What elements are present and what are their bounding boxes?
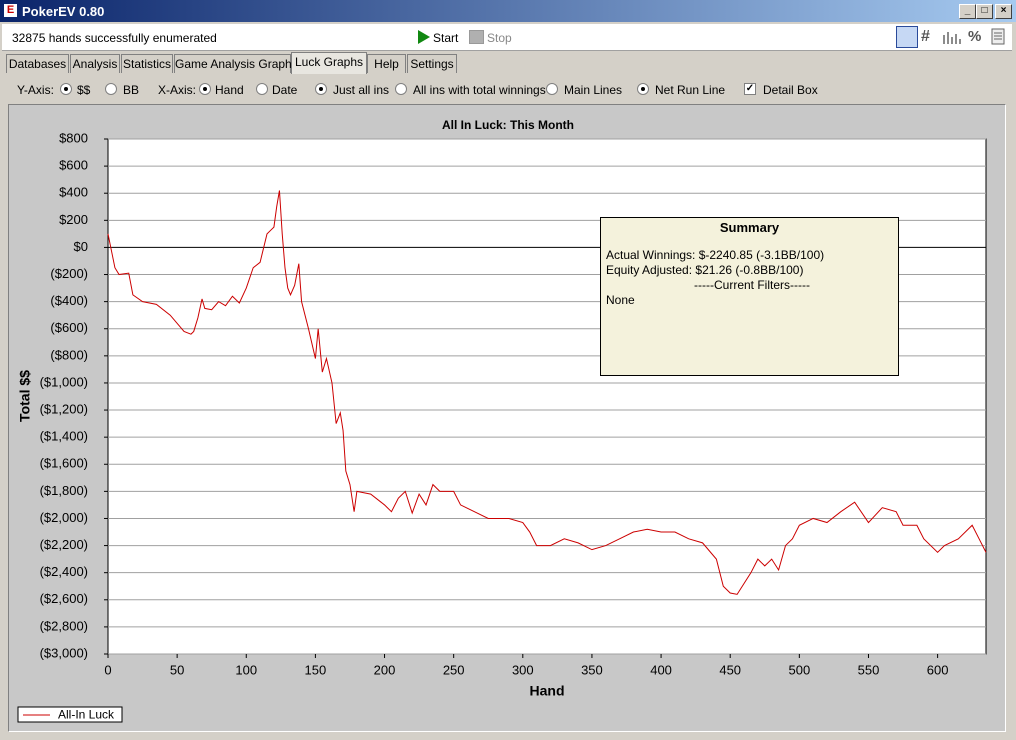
option-label[interactable]: Just all ins bbox=[333, 83, 390, 97]
radio-button[interactable] bbox=[60, 83, 72, 95]
tab[interactable]: Game Analysis Graphs bbox=[174, 54, 298, 73]
list-view-button[interactable] bbox=[991, 28, 1005, 45]
toolbar bbox=[2, 24, 1012, 51]
tab[interactable]: Luck Graphs bbox=[291, 52, 367, 74]
graph-view-button[interactable] bbox=[896, 26, 918, 48]
start-button[interactable]: Start bbox=[433, 31, 459, 45]
radio-button[interactable] bbox=[546, 83, 558, 95]
tab[interactable]: Help bbox=[367, 54, 406, 73]
minimize-button[interactable]: _ bbox=[959, 4, 976, 19]
summary-line: Actual Winnings: $-2240.85 (-3.1BB/100) bbox=[606, 248, 825, 262]
radio-button[interactable] bbox=[105, 83, 117, 95]
radio-button[interactable] bbox=[256, 83, 268, 95]
start-icon[interactable] bbox=[417, 30, 431, 44]
x-axis-label: X-Axis: bbox=[158, 83, 197, 97]
grid-view-button[interactable]: # bbox=[921, 28, 930, 45]
checkbox[interactable]: ✓ bbox=[744, 83, 756, 95]
stop-icon[interactable] bbox=[469, 30, 484, 44]
option-label[interactable]: Detail Box bbox=[763, 83, 818, 97]
summary-line: None bbox=[606, 293, 635, 307]
option-label[interactable]: Net Run Line bbox=[655, 83, 726, 97]
tab[interactable]: Analysis bbox=[70, 54, 120, 73]
close-button[interactable]: × bbox=[995, 4, 1012, 19]
app-icon: E bbox=[4, 4, 17, 17]
tab[interactable]: Databases bbox=[6, 54, 69, 73]
radio-button[interactable] bbox=[395, 83, 407, 95]
chart-panel bbox=[8, 104, 1006, 732]
summary-title: Summary bbox=[719, 220, 780, 235]
option-label[interactable]: Main Lines bbox=[564, 83, 623, 97]
y-axis-label: Y-Axis: bbox=[17, 83, 54, 97]
radio-button[interactable] bbox=[199, 83, 211, 95]
option-label[interactable]: Hand bbox=[215, 83, 244, 97]
status-text: 32875 hands successfully enumerated bbox=[12, 31, 217, 45]
option-label[interactable]: All ins with total winnings bbox=[413, 83, 546, 97]
percent-button[interactable]: % bbox=[968, 28, 982, 45]
option-label[interactable]: Date bbox=[272, 83, 298, 97]
stop-button[interactable]: Stop bbox=[487, 31, 512, 45]
tab[interactable]: Settings bbox=[407, 54, 457, 73]
summary-line: Equity Adjusted: $21.26 (-0.8BB/100) bbox=[606, 263, 804, 277]
option-label[interactable]: BB bbox=[123, 83, 140, 97]
radio-button[interactable] bbox=[637, 83, 649, 95]
maximize-button[interactable]: □ bbox=[976, 4, 993, 19]
option-label[interactable]: $$ bbox=[77, 83, 91, 97]
tab[interactable]: Statistics bbox=[121, 54, 173, 73]
title-bar bbox=[0, 0, 1016, 22]
summary-line: -----Current Filters----- bbox=[694, 278, 810, 292]
radio-button[interactable] bbox=[315, 83, 327, 95]
window-title: PokerEV 0.80 bbox=[22, 4, 105, 19]
bar-view-button[interactable] bbox=[942, 29, 962, 45]
summary-box: Summary Actual Winnings: $-2240.85 (-3.1… bbox=[600, 217, 899, 376]
